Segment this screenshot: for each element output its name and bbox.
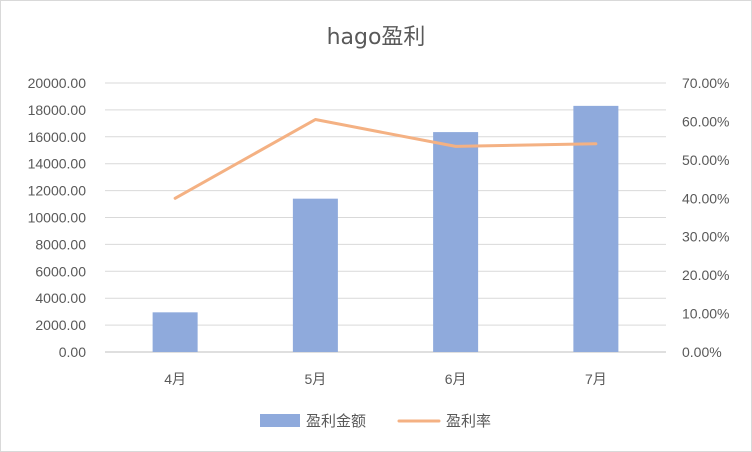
left-tick-label: 6000.00 bbox=[35, 263, 86, 279]
left-tick-label: 18000.00 bbox=[28, 102, 87, 118]
right-tick-label: 60.00% bbox=[682, 113, 729, 129]
left-tick-label: 20000.00 bbox=[28, 75, 87, 91]
right-tick-label: 10.00% bbox=[682, 306, 729, 322]
right-tick-label: 40.00% bbox=[682, 190, 729, 206]
series-line bbox=[175, 120, 596, 199]
bar-series bbox=[153, 106, 619, 352]
right-tick-label: 50.00% bbox=[682, 152, 729, 168]
left-tick-label: 12000.00 bbox=[28, 183, 87, 199]
legend-label: 盈利率 bbox=[446, 412, 491, 430]
category-label: 4月 bbox=[164, 371, 186, 387]
category-label: 7月 bbox=[585, 371, 607, 387]
left-tick-label: 8000.00 bbox=[35, 236, 86, 252]
left-tick-label: 14000.00 bbox=[28, 156, 87, 172]
legend: 盈利金额 盈利率 bbox=[260, 412, 491, 430]
line-series bbox=[175, 120, 596, 199]
left-tick-label: 4000.00 bbox=[35, 290, 86, 306]
right-tick-label: 0.00% bbox=[682, 344, 722, 360]
legend-label: 盈利金额 bbox=[306, 412, 366, 430]
right-tick-label: 30.00% bbox=[682, 229, 729, 245]
right-tick-label: 70.00% bbox=[682, 75, 729, 91]
left-tick-label: 0.00 bbox=[59, 344, 86, 360]
right-tick-label: 20.00% bbox=[682, 267, 729, 283]
category-label: 5月 bbox=[304, 371, 326, 387]
category-label: 6月 bbox=[445, 371, 467, 387]
bar bbox=[293, 199, 338, 352]
right-axis: 0.00% 10.00% 20.00% 30.00% 40.00% 50.00% 60.00… bbox=[682, 75, 729, 360]
bar bbox=[153, 312, 198, 352]
bar bbox=[433, 132, 478, 352]
left-tick-label: 10000.00 bbox=[28, 210, 87, 226]
legend-swatch-bar bbox=[260, 414, 300, 427]
left-axis: 0.00 2000.00 4000.00 6000.00 8000.00 10000.00… bbox=[28, 75, 87, 360]
left-tick-label: 16000.00 bbox=[28, 129, 87, 145]
left-tick-label: 2000.00 bbox=[35, 317, 86, 333]
category-axis: 4月 5月 6月 7月 bbox=[164, 371, 607, 387]
